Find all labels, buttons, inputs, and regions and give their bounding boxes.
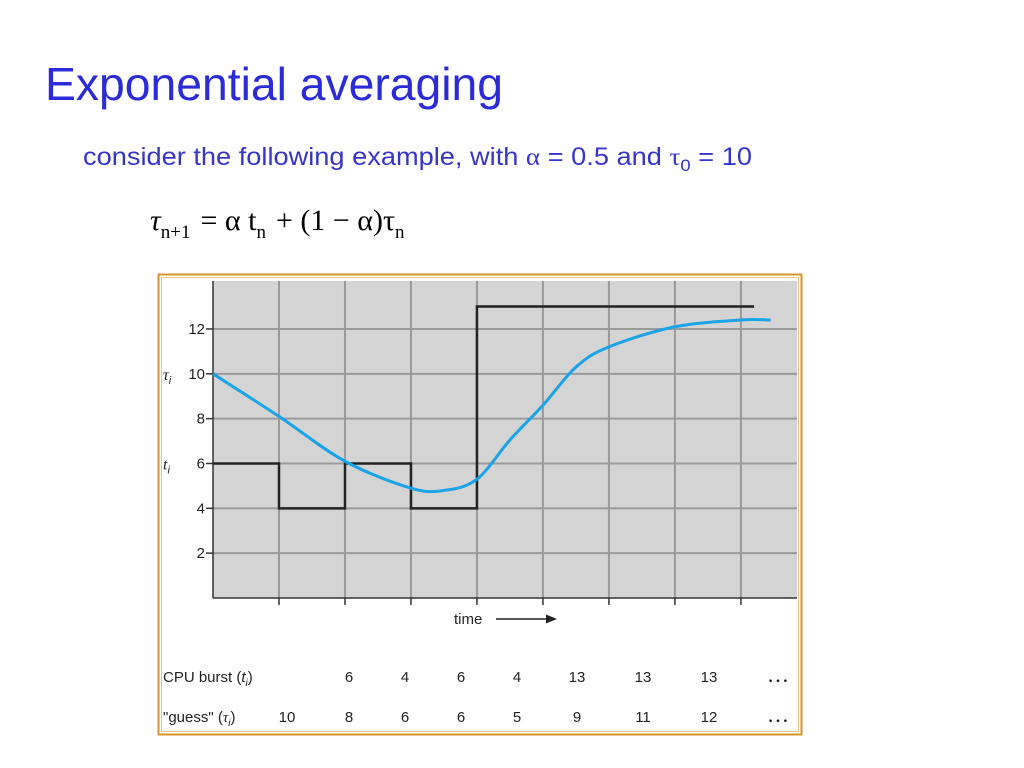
y-tick-label: 6 bbox=[197, 455, 205, 472]
x-axis-arrowhead bbox=[546, 614, 557, 624]
y-axis-label-symbol: τ bbox=[163, 367, 170, 384]
table-cell: 13 bbox=[569, 669, 586, 686]
formula-subscript: n bbox=[395, 222, 405, 243]
row-label-part: t bbox=[241, 669, 246, 686]
table-cell: 4 bbox=[513, 669, 521, 686]
table-cell: 6 bbox=[457, 669, 465, 686]
subtitle-text: = 0.5 and bbox=[540, 143, 669, 171]
y-tick-label: 10 bbox=[188, 366, 205, 383]
row-label-part: ) bbox=[230, 709, 235, 726]
row-label-part: i bbox=[228, 718, 231, 729]
table-cell: 13 bbox=[635, 669, 652, 686]
y-tick-label: 8 bbox=[197, 411, 205, 428]
row-label: "guess" (τi) bbox=[163, 709, 235, 729]
row-label-part: τ bbox=[223, 710, 229, 726]
y-axis-label-subscript: i bbox=[167, 464, 170, 476]
formula: τn+1 = α tn + (1 − α)τn bbox=[150, 204, 405, 243]
formula-subscript: n bbox=[256, 222, 266, 243]
table-cell: 9 bbox=[573, 709, 581, 726]
smooth-line bbox=[212, 318, 771, 494]
subtitle-subscript: 0 bbox=[680, 156, 690, 175]
row-more: … bbox=[767, 662, 789, 687]
table-cell: 12 bbox=[701, 709, 718, 726]
x-axis-label: time bbox=[454, 611, 482, 628]
formula-part: = α t bbox=[200, 204, 257, 237]
y-axis-label: ti bbox=[163, 456, 170, 476]
row-label: CPU burst (ti) bbox=[163, 669, 253, 689]
y-axis-label: τi bbox=[163, 367, 172, 387]
table-cell: 6 bbox=[457, 709, 465, 726]
table-cell: 6 bbox=[345, 669, 353, 686]
row-label-part: "guess" ( bbox=[163, 709, 223, 726]
subtitle: consider the following example, with α =… bbox=[83, 143, 752, 175]
table-cell: 13 bbox=[701, 669, 718, 686]
subtitle-symbol: τ bbox=[670, 144, 681, 171]
row-label-part: CPU burst ( bbox=[163, 669, 241, 686]
figure-inner-frame bbox=[161, 277, 799, 732]
table-cell: 6 bbox=[401, 709, 409, 726]
row-more: … bbox=[767, 702, 789, 727]
formula-subscript: n+1 bbox=[161, 222, 191, 243]
y-tick-label: 12 bbox=[188, 321, 205, 338]
row-label-part: ) bbox=[248, 669, 253, 686]
row-label-part: i bbox=[246, 678, 249, 689]
y-axis-label-symbol: t bbox=[163, 456, 168, 473]
formula-part: + (1 − α)τ bbox=[276, 204, 395, 237]
table-cell: 4 bbox=[401, 669, 409, 686]
y-tick-label: 2 bbox=[197, 545, 205, 562]
slide-title: Exponential averaging bbox=[45, 58, 503, 110]
table-cell: 8 bbox=[345, 709, 353, 726]
step-line bbox=[213, 305, 755, 510]
table-cell: 10 bbox=[279, 709, 296, 726]
subtitle-text: = 10 bbox=[691, 143, 752, 171]
formula-part: τ bbox=[150, 204, 162, 237]
y-tick-label: 4 bbox=[197, 500, 205, 517]
subtitle-text: consider the following example, with bbox=[83, 143, 526, 171]
table-cell: 5 bbox=[513, 709, 521, 726]
y-axis-label-subscript: i bbox=[169, 375, 172, 387]
subtitle-symbol: α bbox=[526, 144, 540, 171]
table-cell: 11 bbox=[635, 709, 651, 726]
